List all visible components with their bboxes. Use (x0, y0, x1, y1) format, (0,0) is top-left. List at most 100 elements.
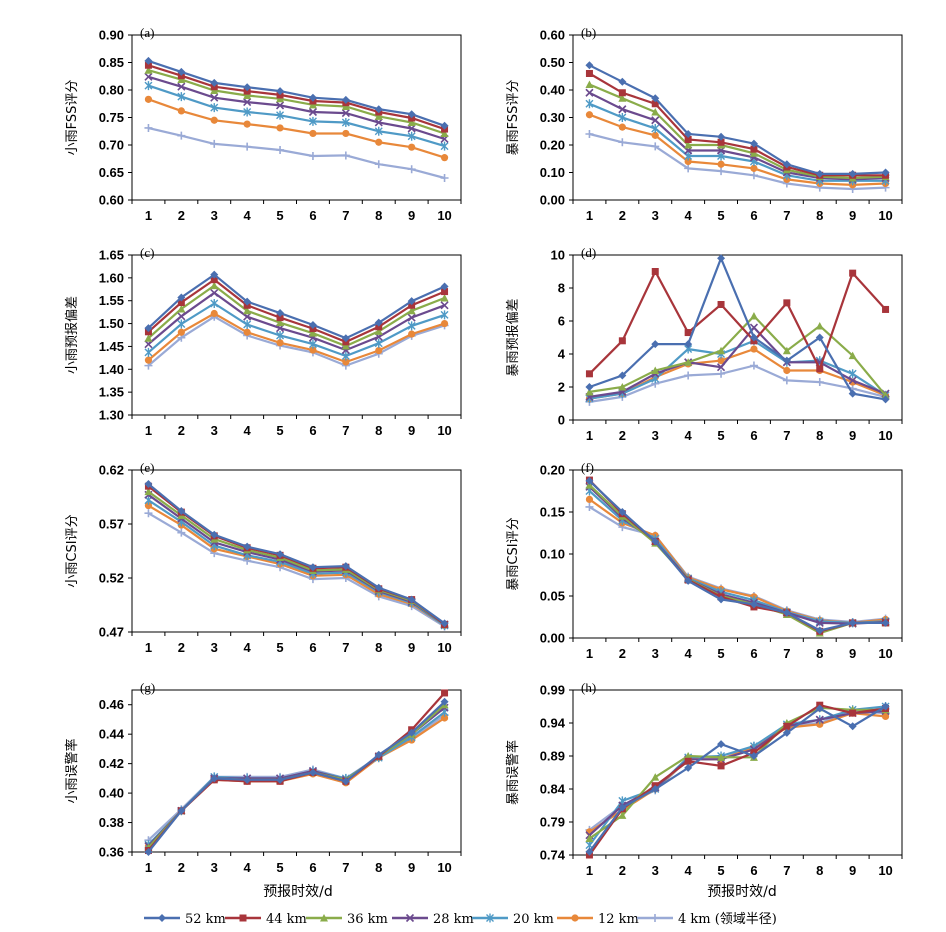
y-axis-label: 暴雨预报偏差 (506, 298, 521, 376)
data-point (407, 313, 416, 322)
data-point (440, 293, 449, 302)
series-line (147, 315, 445, 367)
legend-item: 4 km (领域半径) (637, 912, 777, 927)
series-12-km (144, 714, 449, 850)
data-point (144, 509, 153, 518)
data-point (243, 98, 252, 107)
data-point (585, 80, 594, 88)
data-point (144, 123, 153, 132)
y-axis-label: 小雨预报偏差 (65, 296, 80, 374)
data-point (210, 281, 219, 290)
data-point (882, 305, 890, 313)
x-tick-label: 7 (783, 863, 790, 878)
data-point (585, 130, 594, 138)
data-point (177, 293, 186, 302)
y-tick-label: 1.40 (99, 362, 124, 377)
series-line (589, 102, 886, 182)
series-line (148, 84, 445, 148)
data-point (848, 722, 857, 731)
x-tick-label: 4 (685, 428, 693, 443)
y-tick-label: 8 (558, 281, 565, 296)
legend-item: 52 km (144, 912, 226, 927)
y-tick-label: 1.45 (99, 339, 124, 354)
data-point (815, 378, 824, 387)
x-tick-label: 2 (178, 423, 185, 438)
data-point (585, 383, 594, 391)
data-point (717, 301, 725, 308)
x-tick-label: 7 (783, 646, 790, 661)
data-point (651, 340, 660, 349)
series-line (588, 72, 886, 177)
data-point (618, 77, 627, 86)
data-point (750, 164, 758, 172)
data-point (618, 371, 627, 380)
series-line (147, 692, 446, 852)
x-tick-label: 2 (619, 646, 626, 661)
y-tick-label: 1.55 (99, 293, 124, 308)
y-axis-label: 小雨CSI评分 (65, 514, 80, 587)
x-tick-label: 10 (878, 428, 892, 443)
panel-label: (c) (140, 245, 154, 260)
x-tick-label: 8 (816, 863, 823, 878)
y-tick-label: 0.89 (540, 749, 565, 764)
x-tick-label: 4 (244, 208, 252, 223)
data-point (276, 775, 285, 784)
data-point (717, 132, 726, 141)
data-point (585, 834, 594, 842)
data-point (749, 752, 758, 760)
data-point (618, 89, 626, 97)
series-line (589, 64, 886, 175)
data-point (684, 164, 693, 173)
series-12-km (585, 709, 890, 836)
series-line (588, 705, 887, 853)
data-point (276, 110, 285, 120)
series-line (147, 291, 445, 352)
data-point (618, 811, 627, 819)
data-point (308, 563, 317, 572)
series-28-km (585, 707, 890, 840)
data-point (375, 138, 383, 146)
x-tick-label: 1 (586, 428, 593, 443)
x-tick-label: 2 (178, 860, 185, 875)
series-line (589, 364, 886, 403)
data-point (651, 785, 660, 793)
panel-label: (a) (140, 25, 154, 40)
data-point (177, 528, 186, 537)
x-tick-label: 9 (408, 208, 415, 223)
data-point (848, 351, 857, 360)
x-tick-label: 10 (878, 208, 892, 223)
series-line (588, 709, 886, 831)
data-point (374, 112, 383, 120)
y-axis-label: 小雨FSS评分 (65, 80, 80, 156)
x-tick-label: 2 (178, 208, 185, 223)
data-point (651, 124, 660, 133)
x-tick-label: 9 (849, 863, 856, 878)
data-point (374, 583, 383, 592)
series-line (588, 706, 886, 840)
data-point (408, 330, 416, 338)
data-point (684, 340, 693, 349)
data-point (717, 762, 725, 770)
x-tick-label: 4 (685, 863, 693, 878)
data-point (407, 124, 416, 133)
x-tick-label: 9 (408, 640, 415, 655)
data-point (440, 619, 449, 628)
series-12-km (585, 495, 890, 627)
data-point (144, 324, 153, 333)
series-line (589, 83, 886, 180)
data-point (210, 116, 218, 124)
x-tick-label: 6 (309, 423, 316, 438)
y-tick-label: 2 (558, 380, 565, 395)
data-point (144, 340, 153, 349)
data-point (684, 130, 693, 138)
data-point (684, 329, 692, 337)
data-point (243, 306, 252, 315)
series-line (588, 498, 886, 625)
data-point (440, 129, 449, 137)
data-point (618, 94, 627, 102)
data-point (144, 347, 153, 357)
data-point (210, 530, 219, 539)
data-point (585, 502, 594, 511)
x-tick-label: 8 (375, 640, 382, 655)
series-28-km (585, 482, 890, 628)
